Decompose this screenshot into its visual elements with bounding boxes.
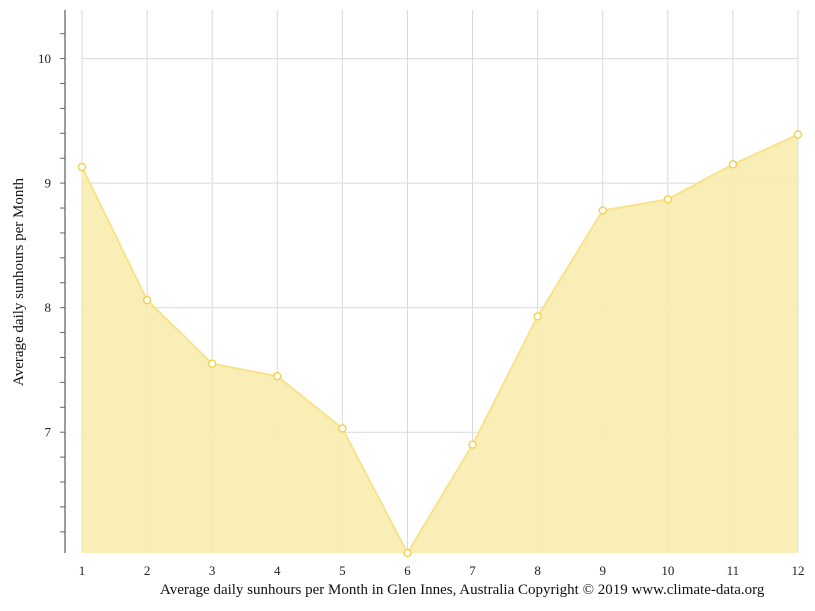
data-point-markers (77, 130, 803, 558)
data-point-marker (142, 296, 152, 305)
y-tick-label: 8 (45, 300, 52, 315)
y-axis: 7 8 9 10 (38, 10, 66, 553)
series-line (81, 133, 799, 556)
x-tick-label: 9 (599, 563, 606, 578)
data-point-marker (533, 312, 542, 321)
data-point-marker (663, 195, 672, 204)
x-tick-label: 2 (144, 563, 151, 578)
x-tick-label: 3 (209, 563, 216, 578)
x-tick-label: 5 (339, 563, 346, 578)
y-tick-label: 10 (38, 51, 51, 66)
data-point-marker (273, 372, 282, 381)
x-tick-label: 7 (469, 563, 476, 578)
data-point-marker (403, 548, 412, 558)
data-point-marker (208, 359, 217, 368)
data-point-marker (793, 130, 803, 139)
data-point-marker (468, 440, 477, 449)
x-tick-label: 4 (274, 563, 281, 578)
x-axis: 1 2 3 4 5 6 7 8 9 10 11 12 (79, 563, 805, 578)
x-tick-label: 8 (534, 563, 541, 578)
y-axis-title: Average daily sunhours per Month (11, 178, 27, 387)
x-tick-label: 10 (661, 563, 674, 578)
sunhours-area-series (81, 133, 799, 556)
x-tick-label: 1 (79, 563, 86, 578)
data-point-marker (77, 162, 87, 172)
data-point-marker (338, 424, 347, 433)
y-tick-label: 9 (45, 176, 52, 191)
data-point-marker (598, 206, 607, 215)
chart-caption: Average daily sunhours per Month in Glen… (160, 582, 765, 598)
x-tick-label: 6 (404, 563, 411, 578)
area-fill (82, 134, 798, 553)
x-tick-label: 11 (727, 563, 740, 578)
x-tick-label: 12 (792, 563, 805, 578)
y-tick-label: 7 (45, 425, 52, 440)
data-point-marker (728, 160, 738, 169)
